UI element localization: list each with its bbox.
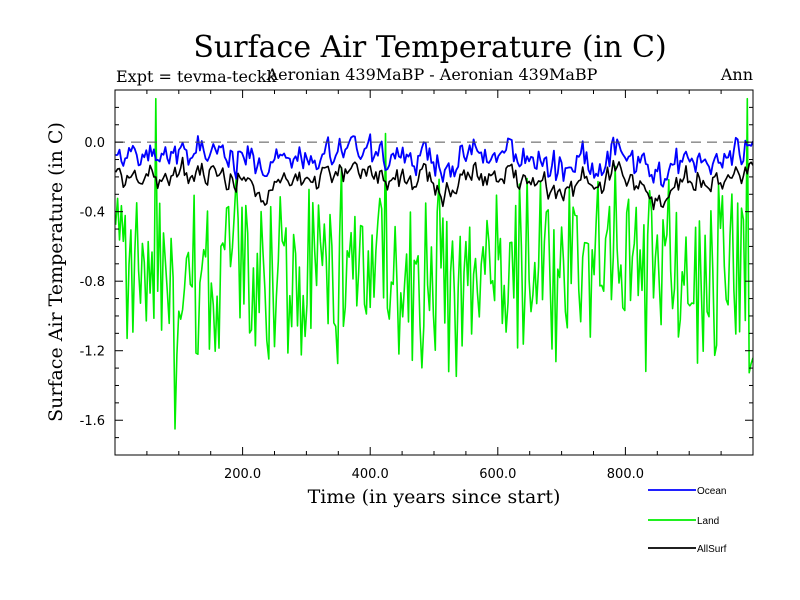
chart-title: Surface Air Temperature (in C) (193, 30, 666, 65)
x-tick-label: 400.0 (352, 467, 389, 482)
series-line-ocean (115, 133, 753, 188)
y-tick-label: -0.4 (80, 206, 105, 221)
y-tick-label: -0.8 (80, 275, 105, 290)
x-axis-label: Time (in years since start) (308, 486, 561, 508)
legend-label-ocean: Ocean (697, 486, 726, 497)
y-tick-label: -1.6 (80, 414, 105, 429)
plot-frame (114, 89, 754, 456)
chart-subtitle-right: Ann (720, 65, 753, 84)
chart-subtitle-center: Aeronian 439MaBP - Aeronian 439MaBP (266, 65, 598, 84)
series-line-allsurf (115, 156, 753, 211)
y-tick-label: 0.0 (84, 136, 105, 151)
chart-subtitle-left: Expt = tevma-teckk (116, 67, 277, 86)
x-tick-label: 600.0 (479, 467, 516, 482)
x-tick-label: 800.0 (607, 467, 644, 482)
x-tick-label: 200.0 (224, 467, 261, 482)
y-axis-label: Surface Air Temperature (in C) (45, 122, 67, 422)
y-tick-label: -1.2 (80, 345, 105, 360)
series-line-land (115, 97, 753, 430)
legend-label-land: Land (697, 516, 719, 527)
legend-label-allsurf: AllSurf (697, 544, 727, 555)
